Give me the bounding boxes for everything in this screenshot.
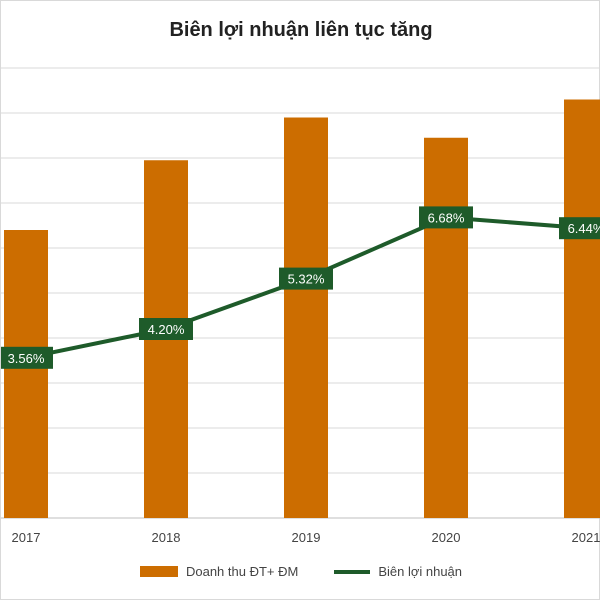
legend-label-line: Biên lợi nhuận xyxy=(378,564,463,579)
chart-title: Biên lợi nhuận liên tục tăng xyxy=(169,19,433,41)
legend-label-bar: Doanh thu ĐT+ ĐM xyxy=(185,564,299,579)
x-tick-2020: 2020 xyxy=(432,530,461,545)
data-label-text: 5.32% xyxy=(288,272,325,287)
legend-swatch-bar xyxy=(139,566,178,577)
bar-2017 xyxy=(4,230,48,518)
x-axis-ticks: 2017 2018 2019 2020 2021 xyxy=(12,530,600,545)
data-label-text: 6.68% xyxy=(428,210,465,225)
data-label-2019: 5.32% xyxy=(279,267,333,290)
data-label-text: 4.20% xyxy=(148,322,185,337)
data-label-2017: 3.56% xyxy=(1,346,53,369)
bar-2021 xyxy=(564,99,600,518)
data-label-2020: 6.68% xyxy=(419,206,473,229)
legend-item-bar: Doanh thu ĐT+ ĐM xyxy=(139,564,299,579)
x-tick-2018: 2018 xyxy=(152,530,181,545)
x-tick-2017: 2017 xyxy=(12,530,41,545)
x-tick-2021: 2021 xyxy=(572,530,600,545)
bar-series xyxy=(4,99,600,518)
legend-item-line: Biên lợi nhuận xyxy=(334,564,462,579)
data-label-2021: 6.44% xyxy=(559,217,600,240)
legend: Doanh thu ĐT+ ĐM Biên lợi nhuận xyxy=(1,564,600,579)
bar-2019 xyxy=(284,117,328,518)
data-label-text: 6.44% xyxy=(568,221,600,236)
data-label-text: 3.56% xyxy=(8,351,45,366)
data-label-2018: 4.20% xyxy=(139,318,193,340)
legend-swatch-line xyxy=(334,569,371,574)
x-tick-2019: 2019 xyxy=(292,530,321,545)
data-labels: 3.56% 4.20% 5.32% 6.68% 6.44% xyxy=(1,206,600,369)
bar-2020 xyxy=(424,137,468,518)
chart-svg: 3.56%4.20%5.32%6.68%6.44% 20172018201920… xyxy=(1,67,600,545)
